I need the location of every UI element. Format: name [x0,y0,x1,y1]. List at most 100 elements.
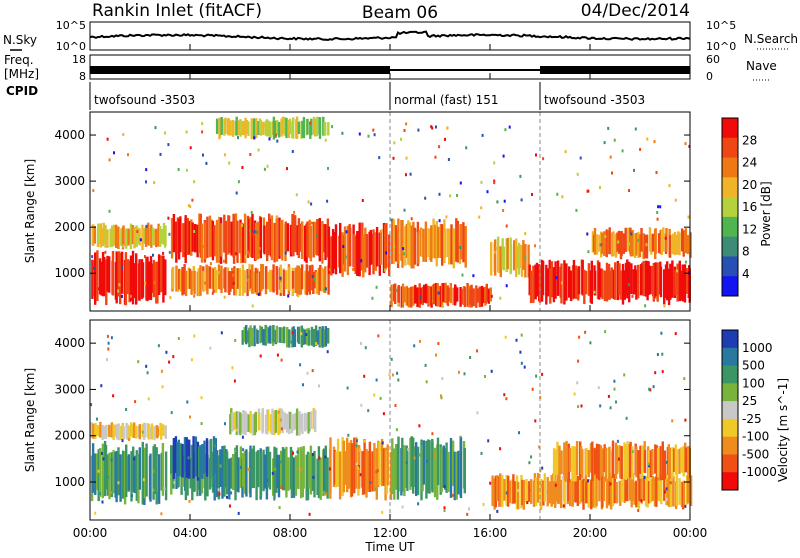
heatmap-scatter-cell [268,137,271,141]
heatmap-cell [231,412,234,432]
heatmap-scatter-cell [397,302,400,306]
heatmap-scatter-cell [324,287,327,291]
heatmap-scatter-cell [502,154,505,158]
heatmap-cell [412,437,415,494]
heatmap-cell [585,448,588,476]
heatmap-scatter-cell [224,422,226,426]
heatmap-cell [305,328,309,345]
heatmap-cell [184,215,187,264]
heatmap-cell [648,227,652,252]
heatmap-cell [266,326,269,344]
heatmap-scatter-cell [253,230,256,234]
heatmap-cell [609,472,613,510]
heatmap-scatter-cell [277,410,280,414]
heatmap-scatter-cell [310,202,313,206]
heatmap-scatter-cell [458,370,460,374]
heatmap-scatter-cell [643,476,646,480]
heatmap-cell [591,231,595,253]
heatmap-cell [99,448,102,497]
heatmap-scatter-cell [401,505,404,509]
heatmap-scatter-cell [251,304,254,308]
heatmap-cell [640,473,643,504]
heatmap-scatter-cell [364,346,367,350]
colorbar-swatch [722,118,738,139]
heatmap-scatter-cell [112,394,115,398]
heatmap-cell [211,220,215,261]
heatmap-scatter-cell [274,467,277,471]
heatmap-scatter-cell [493,161,496,165]
heatmap-scatter-cell [659,205,662,209]
heatmap-cell [612,269,616,300]
heatmap-cell [317,446,321,499]
nave-tick-top: 60 [706,53,720,66]
heatmap-cell [220,265,223,293]
colorbar-tick-label: 28 [742,133,757,147]
heatmap-cell [231,270,234,289]
heatmap-cell [141,262,145,298]
heatmap-scatter-cell [193,230,196,233]
heatmap-cell [594,448,597,475]
heatmap-cell [208,215,212,258]
heatmap-cell [134,425,138,439]
heatmap-cell [261,408,264,432]
heatmap-cell [548,481,551,504]
heatmap-cell [410,225,413,269]
heatmap-scatter-cell [361,199,364,202]
heatmap-scatter-cell [308,512,311,516]
heatmap-scatter-cell [402,247,405,251]
heatmap-cell [265,446,269,500]
heatmap-cell [436,283,439,307]
heatmap-cell [541,260,545,296]
heatmap-scatter-cell [395,289,398,292]
heatmap-cell [302,116,306,139]
heatmap-scatter-cell [328,268,331,272]
heatmap-cell [214,438,217,474]
heatmap-cell [303,225,307,262]
heatmap-cell [433,283,436,305]
heatmap-cell [363,439,366,495]
ytick-label: 4000 [54,128,85,142]
heatmap-cell [189,458,192,489]
freq-band-1 [90,66,390,74]
heatmap-cell [99,223,102,248]
heatmap-cell [593,228,597,255]
heatmap-cell [431,441,434,493]
colorbar-tick-label: 1000 [742,341,773,355]
heatmap-cell [138,447,141,490]
heatmap-cell [284,270,288,289]
heatmap-scatter-cell [235,428,238,432]
heatmap-cell [595,475,598,507]
heatmap-cell [616,260,620,301]
heatmap-cell [283,448,287,491]
colorbar-swatch [722,236,738,257]
heatmap-scatter-cell [430,125,433,129]
heatmap-cell [218,216,221,264]
heatmap-scatter-cell [295,193,298,197]
heatmap-cell [598,444,601,481]
heatmap-cell [653,477,657,507]
heatmap-scatter-cell [407,447,410,451]
heatmap-cell [92,224,95,246]
colorbar-swatch [722,418,738,438]
heatmap-cell [197,268,200,297]
nave-label: Nave [746,59,777,73]
heatmap-cell [98,258,102,295]
heatmap-scatter-cell [486,190,489,194]
heatmap-cell [148,261,151,300]
heatmap-scatter-cell [493,181,496,185]
heatmap-cell [526,482,529,505]
heatmap-scatter-cell [141,430,144,434]
colorbar-tick-label: -500 [742,447,769,461]
heatmap-scatter-cell [466,512,469,516]
heatmap-scatter-cell [275,215,278,219]
heatmap-scatter-cell [440,396,443,400]
heatmap-scatter-cell [223,295,226,299]
heatmap-cell [92,423,95,439]
heatmap-scatter-cell [665,487,668,491]
heatmap-cell [115,224,118,248]
heatmap-cell [603,270,607,301]
heatmap-scatter-cell [376,469,379,473]
heatmap-cell [536,473,540,503]
heatmap-scatter-cell [616,439,619,443]
heatmap-cell [232,214,236,264]
